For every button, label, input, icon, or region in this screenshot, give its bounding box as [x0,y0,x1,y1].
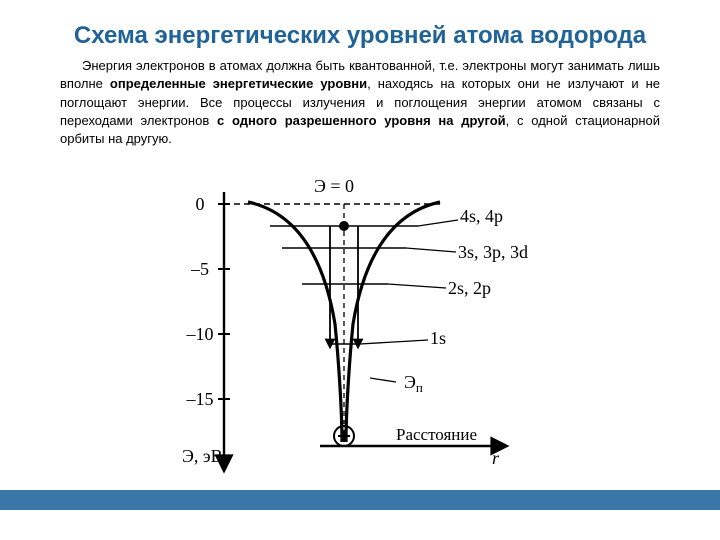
ytick-2: –10 [186,324,214,344]
lbl-4: 4s, 4p [460,206,503,226]
par-b2: с одного разрешенного уровня на другой [217,113,506,128]
footer-stripe [0,490,720,510]
r-label: r [492,448,500,468]
energy-diagram: 0 –5 –10 –15 Э, эВ Э = 0 4s, 4p 3s, 3p, … [160,164,560,484]
electron-dot [339,221,349,231]
lbl-2: 2s, 2p [448,278,491,298]
par-b1: определенные энергетические уровни [110,76,367,91]
page-title: Схема энергетических уровней атома водор… [0,0,720,51]
level-labels: 4s, 4p 3s, 3p, 3d 2s, 2p 1s [430,206,528,348]
x-axis-label: Расстояние [396,425,477,444]
y-axis-label: Э, эВ [182,446,223,466]
ep-leader [370,378,396,382]
zero-label: Э = 0 [314,176,354,196]
ytick-3: –15 [186,389,214,409]
ytick-1: –5 [190,259,209,279]
well-right-curve [346,202,440,442]
well-left-curve [248,202,342,442]
ytick-0: 0 [196,194,205,214]
lbl-1: 1s [430,328,446,348]
ep-label: Эп [404,372,423,395]
level-leaders [360,220,458,344]
lbl-3: 3s, 3p, 3d [458,242,528,262]
intro-paragraph: Энергия электронов в атомах должна быть … [0,51,720,158]
